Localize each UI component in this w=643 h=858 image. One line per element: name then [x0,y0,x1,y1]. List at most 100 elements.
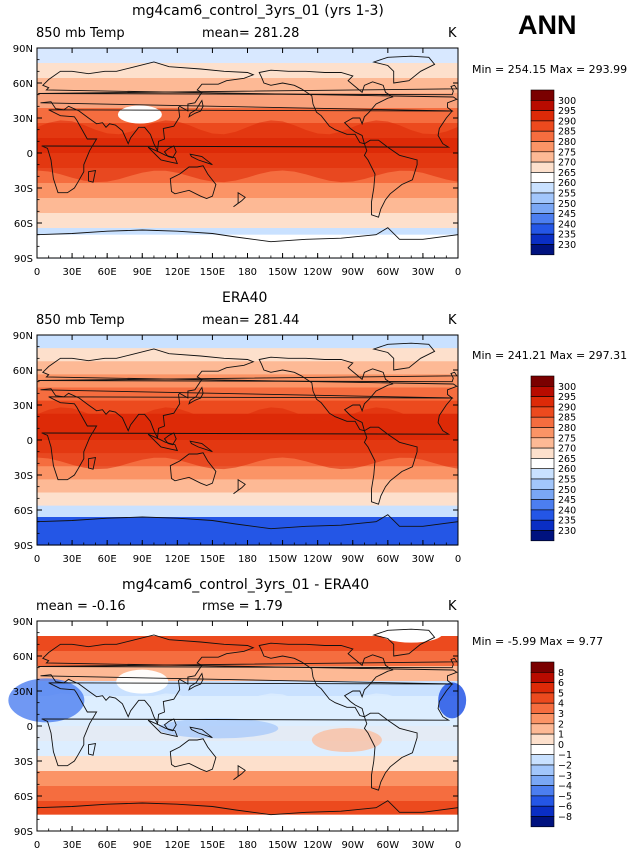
x-tick-label: 120E [165,554,190,565]
colorbar-swatch [530,519,555,531]
colorbar-swatch [530,785,555,797]
colorbar-swatch [530,223,555,235]
x-tick-label: 0 [455,554,461,565]
x-tick-label: 30W [412,554,435,565]
colorbar-swatch [530,733,555,745]
x-tick-label: 30W [412,840,435,851]
x-tick-label: 150E [200,840,225,851]
map-1-field-band [37,63,458,79]
colorbar-swatch [530,671,555,683]
season-label: ANN [518,10,577,40]
x-tick-label: 150W [268,840,297,851]
y-tick-label: 30N [13,401,33,412]
map-panel-1: 0 30E 60E 90E 120E 150E 180 150W 120W 90W 60W 30W 09… [13,44,461,278]
colorbar-swatch [530,530,555,542]
panel-3-units-label: K [448,599,457,614]
colorbar-label: 285 [558,413,576,424]
colorbar-swatch [530,764,555,776]
x-tick-label: 90E [133,840,152,851]
map-3-field-band [37,666,458,682]
colorbar-swatch [530,141,555,153]
x-tick-label: 180 [238,554,257,565]
x-tick-label: 150W [268,267,297,278]
x-tick-label: 60E [98,840,117,851]
coastline-japan [188,672,204,691]
colorbar-label: −5 [558,791,572,802]
colorbar-label: 280 [558,423,576,434]
colorbar-label: 275 [558,147,576,158]
colorbar-swatch [530,151,555,163]
colorbar-swatch [530,416,555,428]
colorbar-label: 300 [558,382,576,393]
coastline-north_america [258,642,394,718]
panel-2-variable-label: 850 mb Temp [36,313,125,328]
y-tick-label: 90N [13,617,33,628]
y-tick-label: 60N [13,366,33,377]
x-tick-label: 150W [268,554,297,565]
colorbar-label: 245 [558,495,576,506]
panel-1-variable-label: 850 mb Temp [36,26,125,41]
x-tick-label: 150E [200,267,225,278]
colorbar-label: 295 [558,106,576,117]
colorbar-label: 270 [558,444,576,455]
colorbar-swatch [530,702,555,714]
colorbar-label: 280 [558,137,576,148]
y-tick-label: 30S [14,757,33,768]
map-1-missing-tibet [117,105,162,124]
colorbar-label: −4 [558,781,572,792]
x-tick-label: 30E [63,554,82,565]
map-3-anomaly-pacific [158,718,279,739]
y-tick-label: 90S [14,827,33,838]
y-tick-label: 30N [13,687,33,698]
colorbar-swatch [530,213,555,225]
colorbar-swatch [530,203,555,214]
map-panel-3: 0 30E 60E 90E 120E 150E 180 150W 120W 90W 60W 30W 09… [8,617,467,851]
x-tick-label: 120W [303,267,332,278]
x-tick-label: 0 [34,840,40,851]
colorbar-label: 8 [558,668,564,679]
coastline-eurasia [40,348,458,440]
map-1-field-band [37,93,458,109]
colorbar-swatch [530,437,555,449]
coastline-newzealand [233,764,246,781]
map-2-tropical-field [37,407,458,470]
colorbar-label: 2 [558,719,564,730]
coastline-africa [41,109,454,194]
coastline-greenland [372,342,436,371]
colorbar-swatch [530,161,555,173]
colorbar-label: 270 [558,158,576,169]
panel-2-min-max: Min = 241.21 Max = 297.31 [472,349,628,362]
colorbar-swatch [530,396,555,408]
coastline-indonesia [147,433,179,452]
y-tick-label: 90N [13,44,33,55]
panel-1-title: mg4cam6_control_3yrs_01 (yrs 1-3) [132,3,384,19]
y-tick-label: 30N [13,114,33,125]
coastline-greenland [372,628,436,657]
map-3-field-band [37,756,458,772]
colorbar-swatch [530,89,555,101]
colorbar-label: −3 [558,771,572,782]
colorbar-label: 250 [558,199,576,210]
colorbar-label: 275 [558,433,576,444]
coastline-australia [169,738,217,772]
colorbar-swatch [530,713,555,725]
coastline-greenland [372,55,436,84]
colorbar-label: 5 [558,688,564,699]
colorbar-label: 290 [558,402,576,413]
y-tick-label: 60S [14,792,33,803]
x-tick-label: 30E [63,267,82,278]
colorbar-label: 255 [558,475,576,486]
colorbar-swatch [530,661,555,673]
colorbar-swatch [530,499,555,511]
panel-1-units-label: K [448,26,457,41]
colorbar-swatch [530,375,555,387]
y-tick-label: 60S [14,506,33,517]
colorbar-label: 290 [558,116,576,127]
x-tick-label: 0 [455,840,461,851]
panel-1-min-max: Min = 254.15 Max = 293.99 [472,63,628,76]
coastline-south_america [363,426,418,505]
colorbar-label: 230 [558,240,576,251]
map-2-field-band [37,479,458,494]
